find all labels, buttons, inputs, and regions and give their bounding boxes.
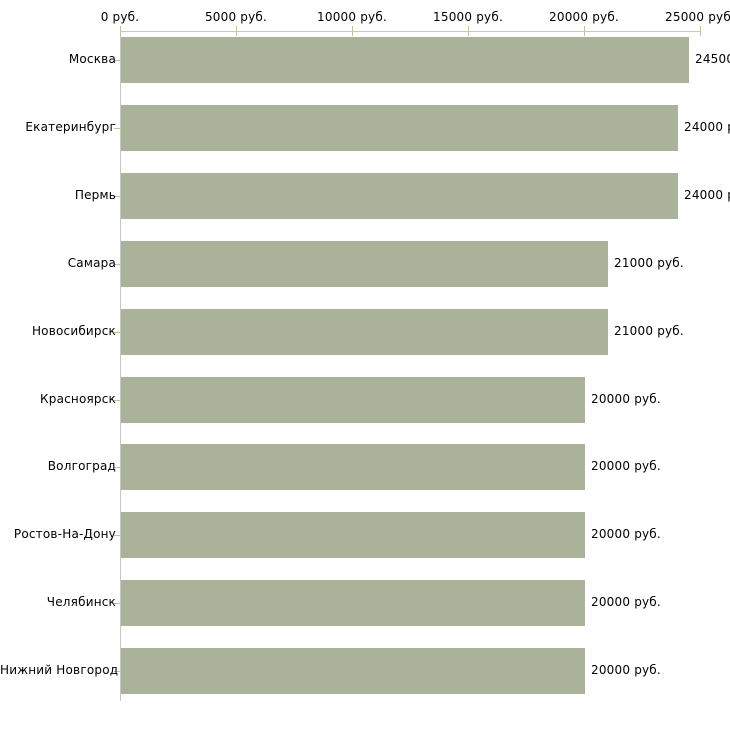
value-label: 20000 руб. (591, 459, 661, 473)
bar (121, 241, 608, 287)
y-axis-line (120, 31, 121, 701)
category-label: Нижний Новгород (0, 663, 119, 677)
bar (121, 37, 689, 83)
bar (121, 444, 585, 490)
value-label: 21000 руб. (614, 256, 684, 270)
y-axis-tick (114, 332, 120, 333)
bar (121, 377, 585, 423)
category-label: Москва (68, 52, 116, 66)
y-axis-tick (114, 467, 120, 468)
x-axis-tick (584, 26, 585, 36)
value-label: 21000 руб. (614, 324, 684, 338)
y-axis-tick (114, 128, 120, 129)
category-label: Красноярск (40, 392, 116, 406)
x-axis-tick-label: 5000 руб. (204, 10, 268, 24)
value-label: 20000 руб. (591, 392, 661, 406)
x-axis-tick-label: 15000 руб. (433, 10, 503, 24)
value-label: 20000 руб. (591, 663, 661, 677)
y-axis-tick (114, 196, 120, 197)
value-label: 24000 руб. (684, 188, 730, 202)
x-axis-tick (468, 26, 469, 36)
category-label: Ростов-На-Дону (13, 527, 116, 541)
category-label: Екатеринбург (25, 120, 116, 134)
x-axis-tick-label: 10000 руб. (317, 10, 387, 24)
bar (121, 648, 585, 694)
y-axis-tick (114, 264, 120, 265)
x-axis-tick (236, 26, 237, 36)
x-axis-tick-label: 20000 руб. (549, 10, 619, 24)
value-label: 24000 руб. (684, 120, 730, 134)
x-axis-tick-label: 0 руб. (100, 10, 140, 24)
bar (121, 105, 678, 151)
x-axis-tick (700, 26, 701, 36)
y-axis-tick (114, 603, 120, 604)
x-axis-line (120, 31, 701, 32)
bar (121, 309, 608, 355)
y-axis-tick (114, 400, 120, 401)
x-axis-tick-label: 25000 руб. (665, 10, 730, 24)
value-label: 20000 руб. (591, 527, 661, 541)
value-label: 20000 руб. (591, 595, 661, 609)
category-label: Волгоград (47, 459, 116, 473)
category-label: Челябинск (46, 595, 116, 609)
bar (121, 173, 678, 219)
x-axis-tick (352, 26, 353, 36)
category-label: Самара (67, 256, 116, 270)
y-axis-tick (114, 60, 120, 61)
category-label: Пермь (74, 188, 116, 202)
value-label: 24500 руб. (695, 52, 730, 66)
y-axis-tick (114, 671, 120, 672)
category-label: Новосибирск (31, 324, 116, 338)
bar (121, 580, 585, 626)
bar (121, 512, 585, 558)
y-axis-tick (114, 535, 120, 536)
x-axis-tick (120, 26, 121, 36)
